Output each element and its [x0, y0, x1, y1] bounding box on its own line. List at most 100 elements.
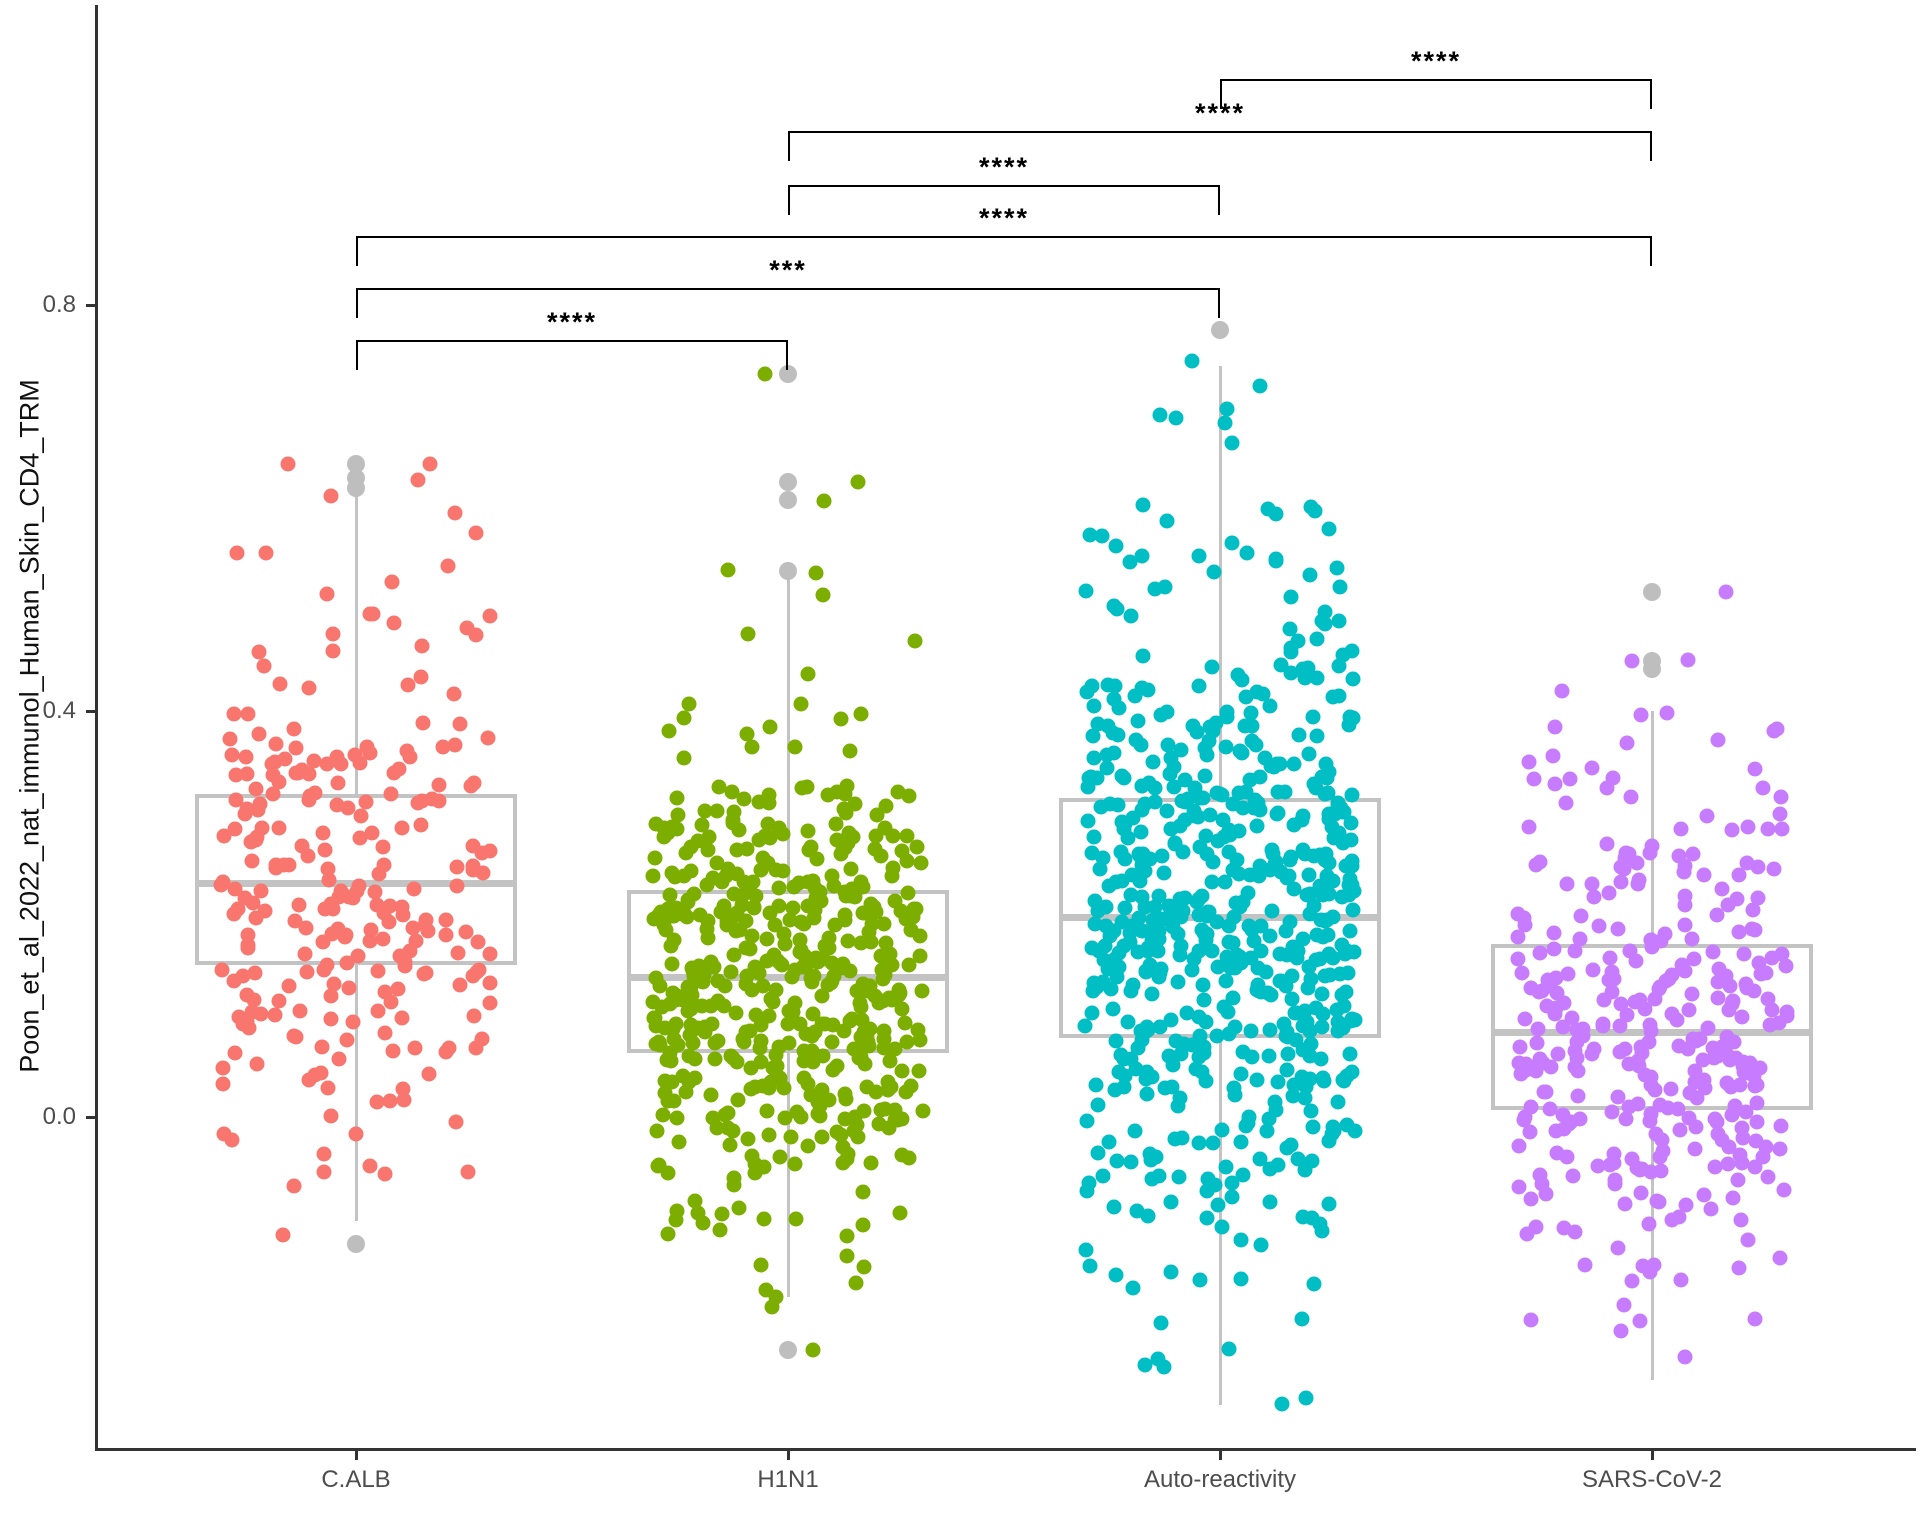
data-point — [1532, 945, 1548, 961]
data-point — [1174, 1130, 1190, 1146]
data-point — [1684, 986, 1700, 1002]
data-point — [744, 739, 760, 755]
data-point — [1299, 1014, 1315, 1030]
data-point — [1599, 780, 1615, 796]
data-point — [1157, 1080, 1173, 1096]
data-point — [1624, 1273, 1640, 1289]
data-point — [800, 874, 816, 889]
data-point — [808, 565, 824, 581]
data-point — [1523, 1191, 1538, 1207]
data-point — [1199, 1210, 1215, 1226]
data-point — [646, 1010, 662, 1026]
data-point — [1766, 861, 1782, 876]
data-point — [784, 969, 800, 984]
data-point — [1345, 710, 1361, 726]
data-point — [739, 726, 754, 741]
data-point — [772, 1149, 788, 1165]
data-point — [848, 1275, 863, 1291]
data-point — [724, 784, 739, 800]
data-point — [1144, 1171, 1160, 1186]
data-point — [894, 1147, 910, 1163]
data-point — [1312, 951, 1328, 967]
data-point — [1204, 943, 1220, 959]
data-point — [323, 1011, 339, 1027]
data-point — [345, 1014, 361, 1030]
data-point — [1108, 1267, 1123, 1283]
data-point — [244, 853, 259, 869]
data-point — [1724, 822, 1740, 838]
data-point — [1095, 850, 1111, 866]
data-point — [800, 823, 816, 839]
data-point — [660, 901, 676, 917]
data-point — [1106, 745, 1122, 760]
data-point — [882, 956, 898, 971]
data-point — [1259, 1123, 1275, 1139]
data-point — [465, 968, 481, 983]
data-point — [1123, 608, 1138, 624]
data-point — [1562, 771, 1578, 787]
data-point — [1530, 1021, 1546, 1037]
data-point — [1331, 688, 1347, 704]
data-point — [703, 1087, 719, 1103]
data-point — [759, 1103, 775, 1119]
data-point — [1240, 1115, 1256, 1131]
data-point — [1623, 789, 1639, 805]
data-point — [1632, 1313, 1648, 1328]
data-point — [1252, 378, 1268, 394]
data-point — [1750, 859, 1766, 874]
data-point — [245, 895, 260, 911]
data-point — [1172, 1090, 1188, 1105]
data-point — [370, 963, 386, 979]
data-point — [254, 820, 270, 836]
data-point — [1078, 583, 1094, 598]
data-point — [1088, 1077, 1104, 1093]
data-point — [1546, 925, 1562, 941]
data-point — [390, 981, 406, 997]
data-point — [1249, 818, 1265, 834]
x-tick-label: H1N1 — [757, 1466, 819, 1493]
data-point — [1218, 1159, 1234, 1175]
data-point — [705, 870, 721, 886]
data-point — [714, 1206, 730, 1222]
bracket-tick-left — [356, 288, 358, 318]
data-point — [371, 866, 386, 882]
data-point — [1279, 1140, 1295, 1156]
data-point — [901, 957, 917, 973]
data-point — [656, 917, 672, 933]
data-point — [325, 643, 340, 659]
data-point — [306, 753, 322, 769]
data-point — [885, 828, 901, 844]
data-point — [1510, 951, 1526, 966]
data-point — [1307, 503, 1323, 519]
data-point — [1663, 1081, 1679, 1096]
outlier-point — [347, 478, 365, 497]
data-point — [787, 739, 803, 755]
data-point — [222, 731, 238, 747]
data-point — [739, 841, 755, 857]
data-point — [449, 878, 465, 894]
data-point — [1346, 944, 1362, 959]
data-point — [1156, 865, 1171, 881]
data-point — [1630, 1096, 1645, 1112]
data-point — [369, 897, 385, 913]
data-point — [1774, 821, 1790, 837]
data-point — [413, 669, 429, 685]
data-point — [1607, 1176, 1623, 1192]
data-point — [215, 1076, 231, 1092]
outlier-point — [1211, 321, 1229, 340]
data-point — [1302, 567, 1318, 583]
data-point — [1724, 996, 1740, 1012]
data-point — [758, 1282, 774, 1298]
data-point — [1613, 874, 1628, 890]
data-point — [1647, 1082, 1662, 1098]
data-point — [1286, 756, 1302, 771]
data-point — [763, 1074, 779, 1090]
data-point — [1622, 943, 1638, 959]
data-point — [764, 1299, 780, 1315]
data-point — [718, 868, 734, 884]
bracket-tick-left — [788, 185, 790, 215]
data-point — [1331, 613, 1347, 629]
data-point — [801, 842, 817, 858]
data-point — [762, 905, 778, 921]
data-point — [914, 983, 930, 999]
